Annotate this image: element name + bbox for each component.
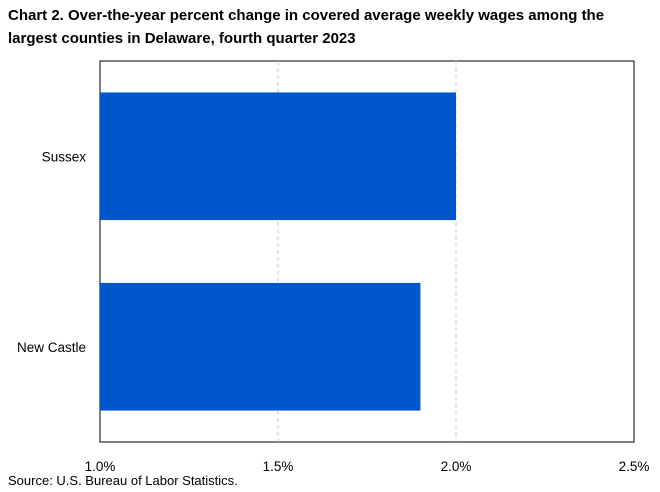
- x-axis-tick-labels: 1.0% 1.5% 2.0% 2.5%: [85, 459, 650, 474]
- category-label: Sussex: [42, 149, 87, 164]
- chart-title: Chart 2. Over-the-year percent change in…: [8, 7, 605, 47]
- x-tick-label: 2.5%: [619, 459, 650, 474]
- plot-area-frame: [99, 60, 635, 443]
- x-tick-label: 1.0%: [85, 459, 116, 474]
- bars: [100, 92, 456, 411]
- source-note: Source: U.S. Bureau of Labor Statistics.: [8, 473, 238, 488]
- bar-sussex: [100, 92, 456, 221]
- x-tick-label: 2.0%: [441, 459, 472, 474]
- y-axis-category-labels: Sussex New Castle: [17, 149, 86, 355]
- category-label: New Castle: [17, 340, 86, 355]
- bar-new-castle: [100, 282, 421, 411]
- x-tick-label: 1.5%: [263, 459, 294, 474]
